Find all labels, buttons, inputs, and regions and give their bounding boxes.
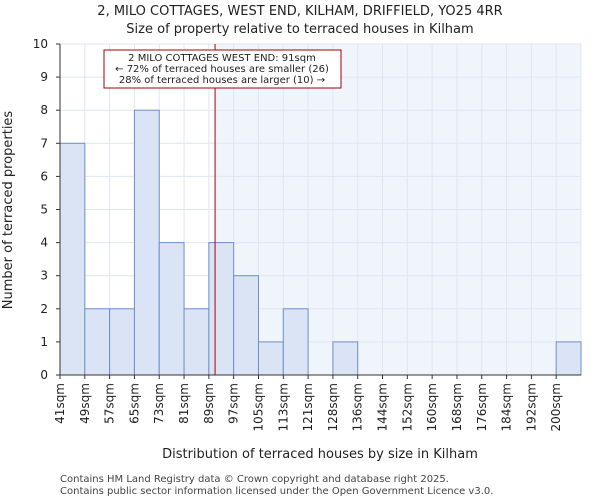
bars [59,109,582,376]
x-tick-label: 65sqm [127,383,141,424]
bar [282,308,309,376]
x-tick-label: 41sqm [53,383,67,424]
bar [158,242,185,376]
y-tick-label: 7 [40,136,48,150]
y-tick-label: 4 [40,236,48,250]
bar [84,308,111,376]
x-tick-label: 81sqm [177,383,191,424]
y-axis-label: Number of terraced properties [1,111,16,310]
y-tick-label: 10 [33,37,48,51]
y-tick-label: 2 [40,302,48,316]
annotation-line-2: ← 72% of terraced houses are smaller (26… [115,64,329,75]
chart-subtitle: Size of property relative to terraced ho… [126,22,473,37]
x-tick-label: 136sqm [351,383,365,431]
bar [109,308,135,376]
x-tick-label: 57sqm [103,383,117,424]
x-tick-label: 89sqm [202,383,216,424]
x-tick-label: 160sqm [425,383,439,431]
x-tick-label: 176sqm [475,383,489,431]
bar [59,142,86,376]
annotation-box: 2 MILO COTTAGES WEST END: 91sqm ← 72% of… [103,49,342,89]
y-tick-label: 8 [40,103,48,117]
bar [332,341,359,376]
x-tick-label: 128sqm [326,383,340,431]
y-tick-label: 1 [40,335,48,349]
x-tick-label: 49sqm [78,383,92,424]
y-tick-label: 9 [40,70,48,84]
y-tick-label: 0 [40,368,48,382]
bar [257,341,284,376]
annotation-line-3: 28% of terraced houses are larger (10) → [119,75,325,86]
bar [133,109,160,376]
x-axis-label: Distribution of terraced houses by size … [162,447,478,462]
x-tick-label: 200sqm [549,383,563,431]
x-tick-label: 121sqm [301,383,315,431]
chart-title: 2, MILO COTTAGES, WEST END, KILHAM, DRIF… [97,4,502,19]
bar [183,308,210,376]
x-tick-label: 192sqm [524,383,538,431]
bar [555,341,582,376]
x-tick-labels: 41sqm 49sqm 57sqm 65sqm 73sqm 81sqm 89sqm 97sqm… [53,375,563,431]
y-tick-label: 6 [40,169,48,183]
x-tick-label: 73sqm [152,383,166,424]
x-tick-label: 184sqm [500,383,514,431]
bar [233,275,259,376]
annotation-line-1: 2 MILO COTTAGES WEST END: 91sqm [128,53,316,64]
annotation-frame [103,49,342,89]
x-tick-label: 144sqm [376,383,390,431]
x-tick-label: 168sqm [450,383,464,431]
bar [208,242,235,376]
x-tick-label: 105sqm [251,383,265,431]
x-tick-label: 97sqm [227,383,241,424]
x-tick-label: 113sqm [276,383,290,431]
y-tick-label: 3 [40,269,48,283]
y-tick-label: 5 [40,203,48,217]
x-tick-label: 152sqm [400,383,414,431]
footer-line-1: Contains HM Land Registry data © Crown c… [60,474,449,485]
footer-line-2: Contains public sector information licen… [60,486,493,497]
y-tick-labels: 0 1 2 3 4 5 6 7 8 9 10 [33,37,60,382]
